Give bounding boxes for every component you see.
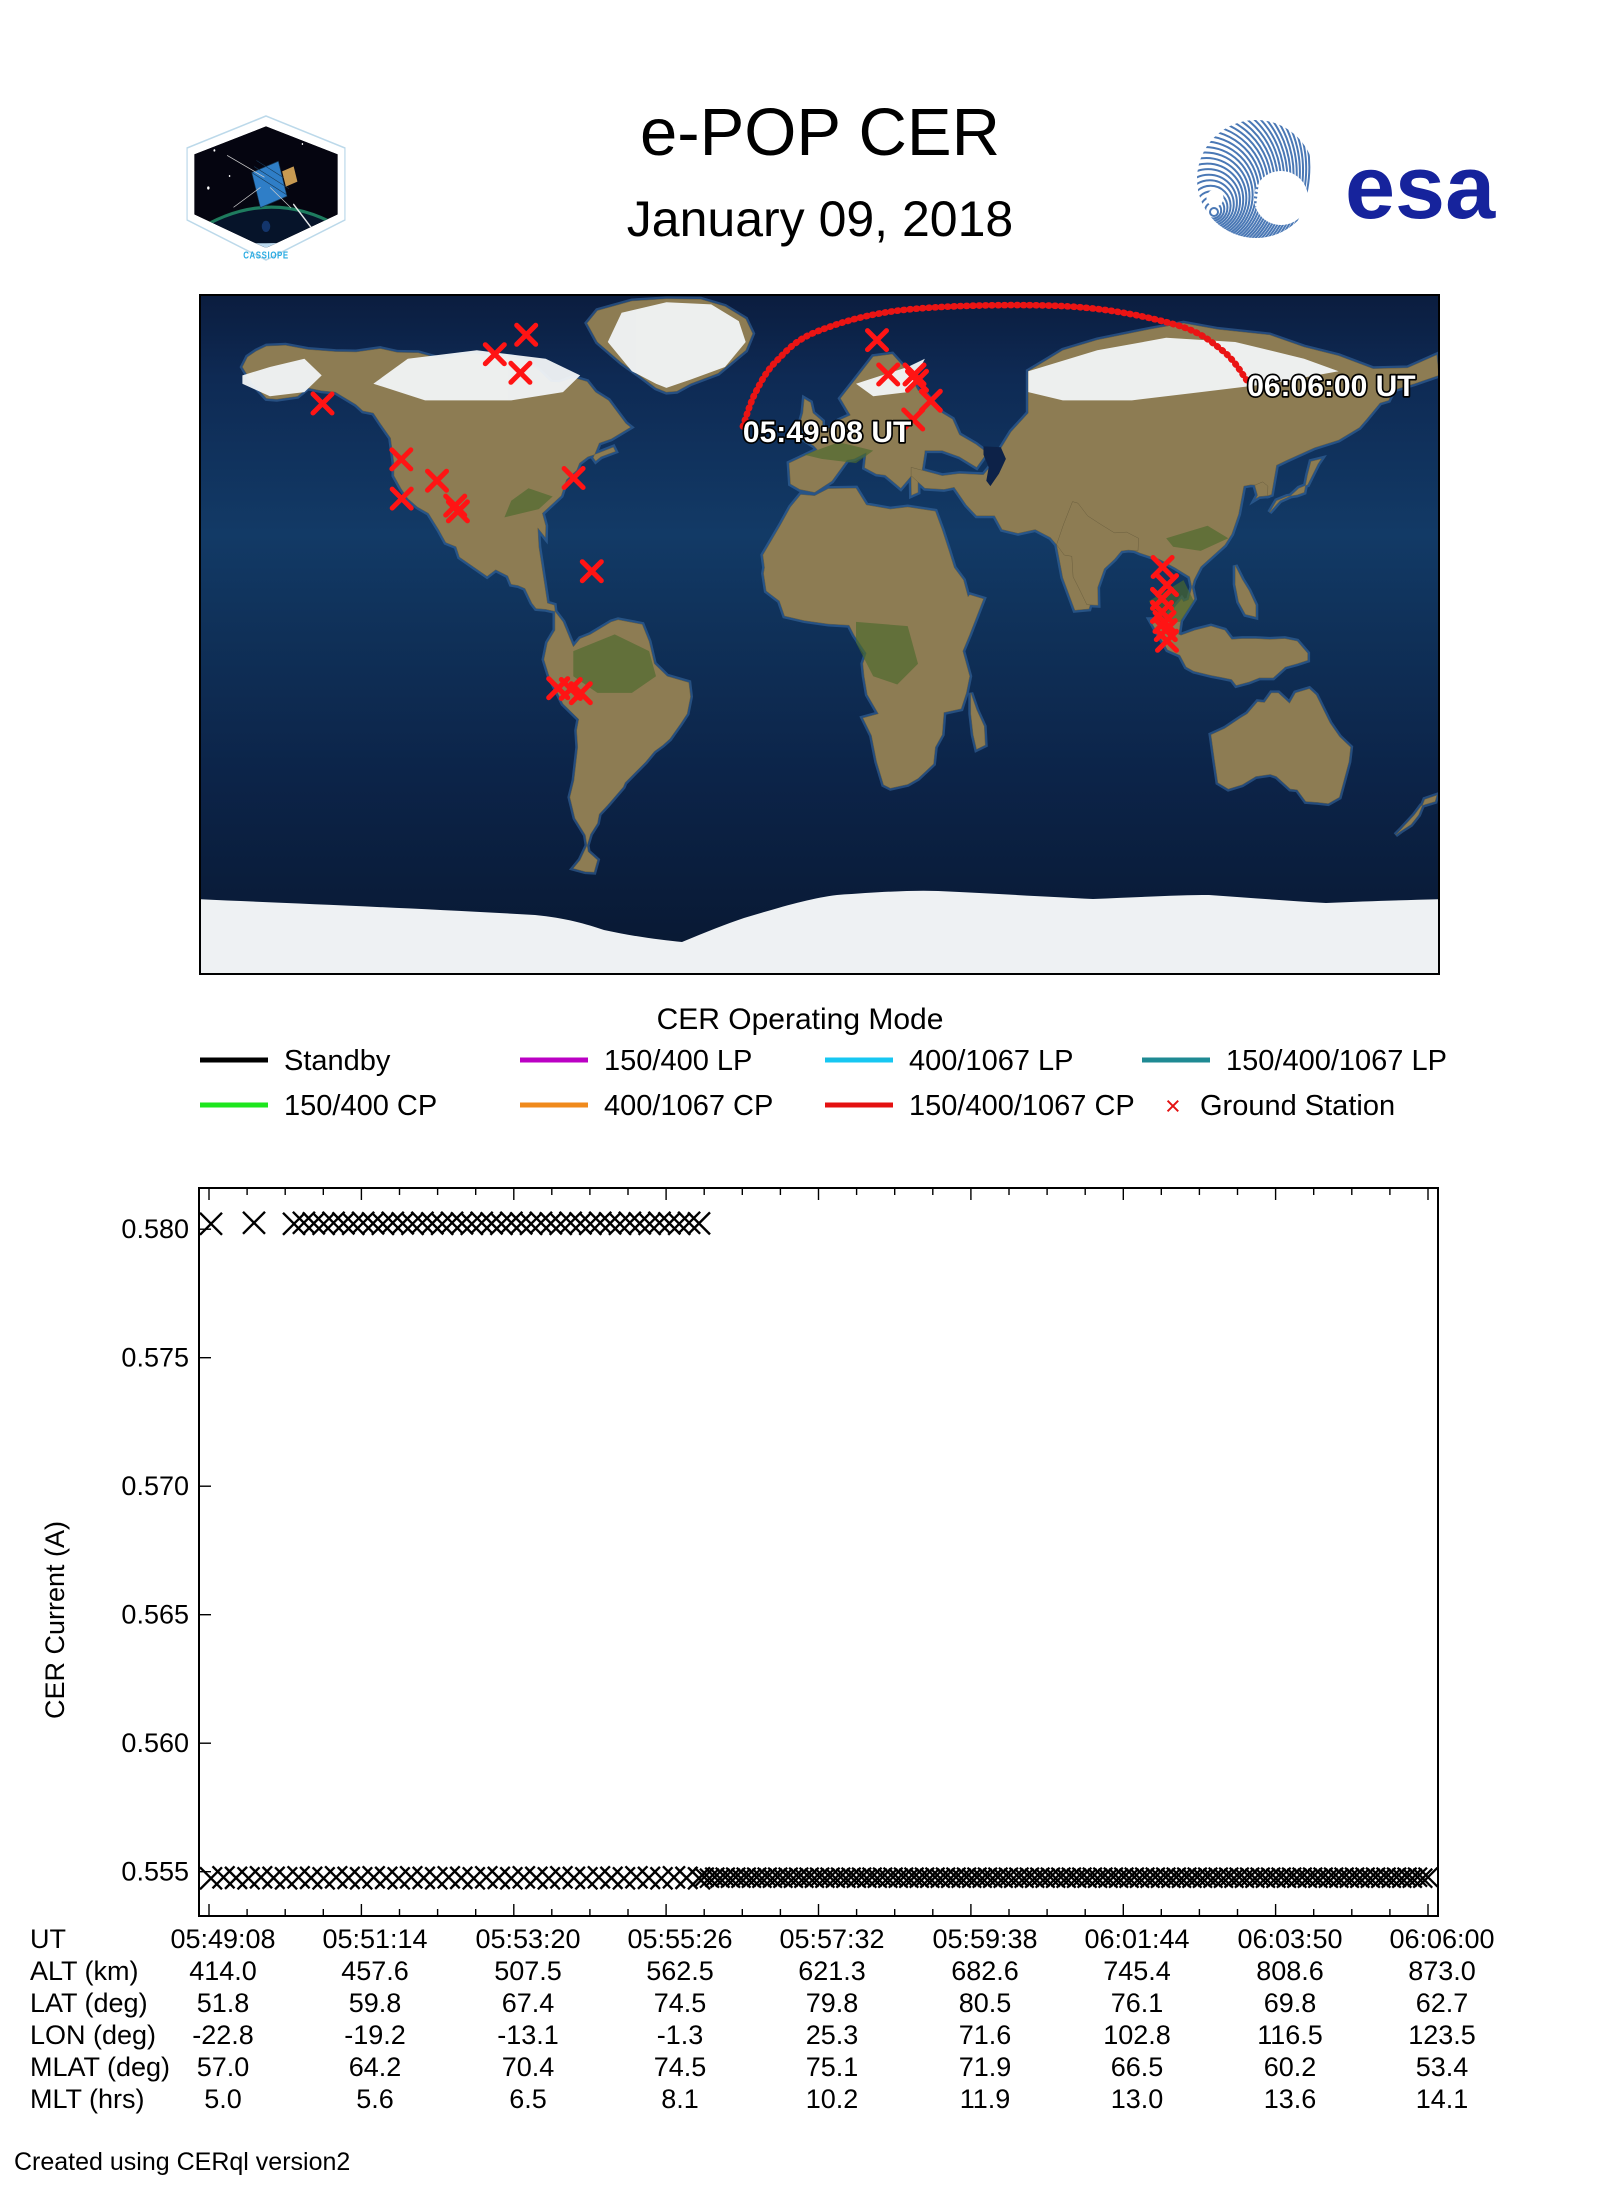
svg-text:150/400/1067 LP: 150/400/1067 LP: [1226, 1045, 1447, 1077]
svg-text:0.560: 0.560: [121, 1728, 189, 1758]
svg-text:Standby: Standby: [284, 1045, 391, 1077]
svg-text:150/400/1067 CP: 150/400/1067 CP: [909, 1090, 1135, 1122]
svg-text:×: ×: [1165, 1091, 1181, 1121]
svg-text:400/1067 LP: 400/1067 LP: [909, 1045, 1073, 1077]
svg-text:150/400 LP: 150/400 LP: [604, 1045, 752, 1077]
svg-text:150/400 CP: 150/400 CP: [284, 1090, 437, 1122]
svg-text:0.580: 0.580: [121, 1214, 189, 1244]
svg-text:esa: esa: [1345, 138, 1496, 238]
svg-text:0.565: 0.565: [121, 1600, 189, 1630]
svg-text:0.570: 0.570: [121, 1471, 189, 1501]
svg-text:0.555: 0.555: [121, 1857, 189, 1887]
svg-text:Ground Station: Ground Station: [1200, 1090, 1395, 1122]
svg-text:CASSIOPE: CASSIOPE: [243, 249, 289, 260]
svg-text:0.575: 0.575: [121, 1343, 189, 1373]
svg-text:06:06:00 UT: 06:06:00 UT: [1247, 370, 1415, 403]
svg-text:05:49:08 UT: 05:49:08 UT: [743, 416, 911, 449]
svg-text:400/1067 CP: 400/1067 CP: [604, 1090, 773, 1122]
